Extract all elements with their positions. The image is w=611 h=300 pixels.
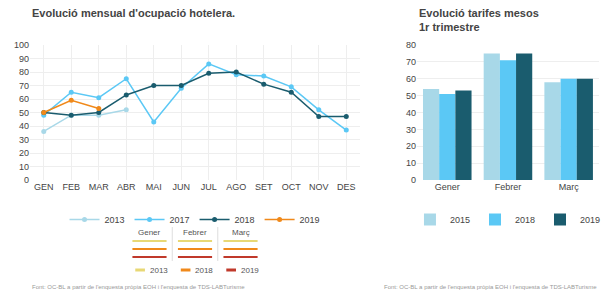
svg-text:Març: Març — [559, 182, 579, 192]
svg-text:10: 10 — [19, 162, 29, 172]
svg-text:JUL: JUL — [201, 182, 217, 192]
svg-text:Gener: Gener — [435, 182, 460, 192]
svg-text:2015: 2015 — [450, 215, 470, 225]
svg-text:2019: 2019 — [241, 266, 259, 275]
svg-text:AGO: AGO — [226, 182, 246, 192]
svg-text:2019: 2019 — [300, 215, 320, 225]
svg-text:2018: 2018 — [195, 266, 213, 275]
svg-text:MAI: MAI — [146, 182, 162, 192]
svg-text:Evolució mensual d'ocupació ho: Evolució mensual d'ocupació hotelera. — [32, 7, 235, 19]
svg-text:30: 30 — [19, 135, 29, 145]
svg-text:2013: 2013 — [150, 266, 168, 275]
svg-text:Febrer: Febrer — [183, 228, 207, 237]
svg-text:Font: OC-BL a partir de l'enqu: Font: OC-BL a partir de l'enquesta pròpi… — [32, 284, 245, 290]
svg-text:ABR: ABR — [117, 182, 136, 192]
svg-text:0: 0 — [411, 175, 416, 185]
svg-text:Font: OC-BL a partir de l'enqu: Font: OC-BL a partir de l'enquesta pròpi… — [384, 284, 597, 290]
svg-text:50: 50 — [19, 108, 29, 118]
svg-text:80: 80 — [406, 40, 416, 50]
svg-text:2017: 2017 — [170, 215, 190, 225]
svg-text:Febrer: Febrer — [495, 182, 522, 192]
svg-text:20: 20 — [19, 148, 29, 158]
svg-text:2018: 2018 — [515, 215, 535, 225]
svg-text:DES: DES — [337, 182, 356, 192]
svg-text:40: 40 — [406, 108, 416, 118]
svg-text:20: 20 — [406, 141, 416, 151]
svg-text:MAR: MAR — [89, 182, 110, 192]
svg-text:90: 90 — [19, 54, 29, 64]
svg-text:40: 40 — [19, 121, 29, 131]
svg-text:GEN: GEN — [34, 182, 54, 192]
svg-text:60: 60 — [19, 94, 29, 104]
svg-text:NOV: NOV — [309, 182, 329, 192]
svg-text:FEB: FEB — [62, 182, 80, 192]
svg-text:100: 100 — [14, 40, 29, 50]
svg-text:70: 70 — [19, 81, 29, 91]
svg-text:2013: 2013 — [105, 215, 125, 225]
svg-text:80: 80 — [19, 67, 29, 77]
svg-text:Evolució tarifes mesos1r trime: Evolució tarifes mesos1r trimestre — [419, 7, 539, 33]
svg-text:JUN: JUN — [173, 182, 191, 192]
svg-text:30: 30 — [406, 125, 416, 135]
svg-text:2018: 2018 — [235, 215, 255, 225]
svg-text:0: 0 — [24, 175, 29, 185]
svg-text:50: 50 — [406, 91, 416, 101]
svg-text:10: 10 — [406, 158, 416, 168]
svg-text:Març: Març — [232, 228, 250, 237]
svg-text:60: 60 — [406, 74, 416, 84]
svg-text:SET: SET — [255, 182, 273, 192]
svg-text:70: 70 — [406, 57, 416, 67]
svg-text:Gener: Gener — [138, 228, 161, 237]
svg-text:2019: 2019 — [580, 215, 600, 225]
svg-text:OCT: OCT — [282, 182, 302, 192]
